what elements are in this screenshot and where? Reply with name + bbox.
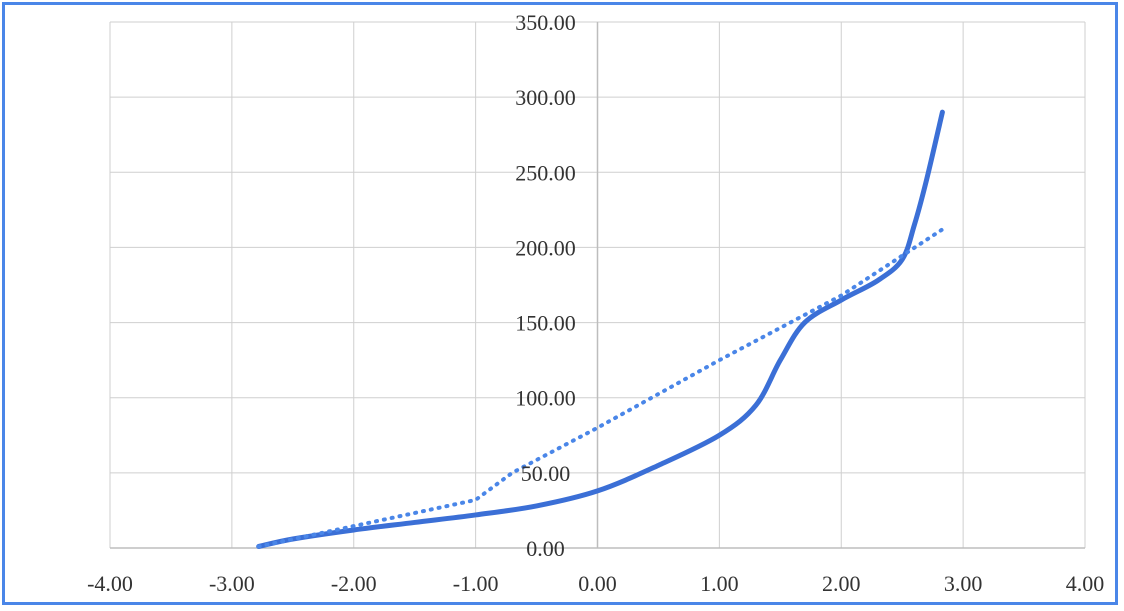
y-tick-label: 0.00 — [526, 536, 565, 561]
x-tick-label: -4.00 — [87, 571, 133, 596]
chart-frame — [2, 2, 1118, 605]
x-tick-label: 3.00 — [944, 571, 983, 596]
series-line-dotted — [256, 227, 945, 549]
x-tick-label: 2.00 — [822, 571, 861, 596]
x-tick-label: 0.00 — [578, 571, 617, 596]
y-tick-label: 50.00 — [521, 461, 571, 486]
y-tick-label: 150.00 — [515, 311, 576, 336]
x-tick-label: -3.00 — [209, 571, 255, 596]
x-tick-label: 4.00 — [1066, 571, 1105, 596]
x-tick-label: -2.00 — [331, 571, 377, 596]
y-tick-label: 350.00 — [515, 10, 576, 35]
y-tick-label: 300.00 — [515, 85, 576, 110]
y-tick-label: 100.00 — [515, 386, 576, 411]
y-tick-label: 250.00 — [515, 160, 576, 185]
x-tick-label: -1.00 — [453, 571, 499, 596]
series-line-solid — [256, 109, 945, 549]
x-tick-label: 1.00 — [700, 571, 739, 596]
y-tick-label: 200.00 — [515, 235, 576, 260]
